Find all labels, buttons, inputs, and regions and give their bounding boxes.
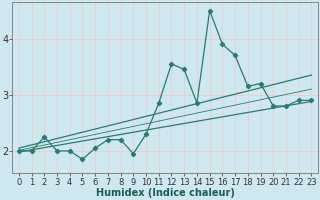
- X-axis label: Humidex (Indice chaleur): Humidex (Indice chaleur): [96, 188, 235, 198]
